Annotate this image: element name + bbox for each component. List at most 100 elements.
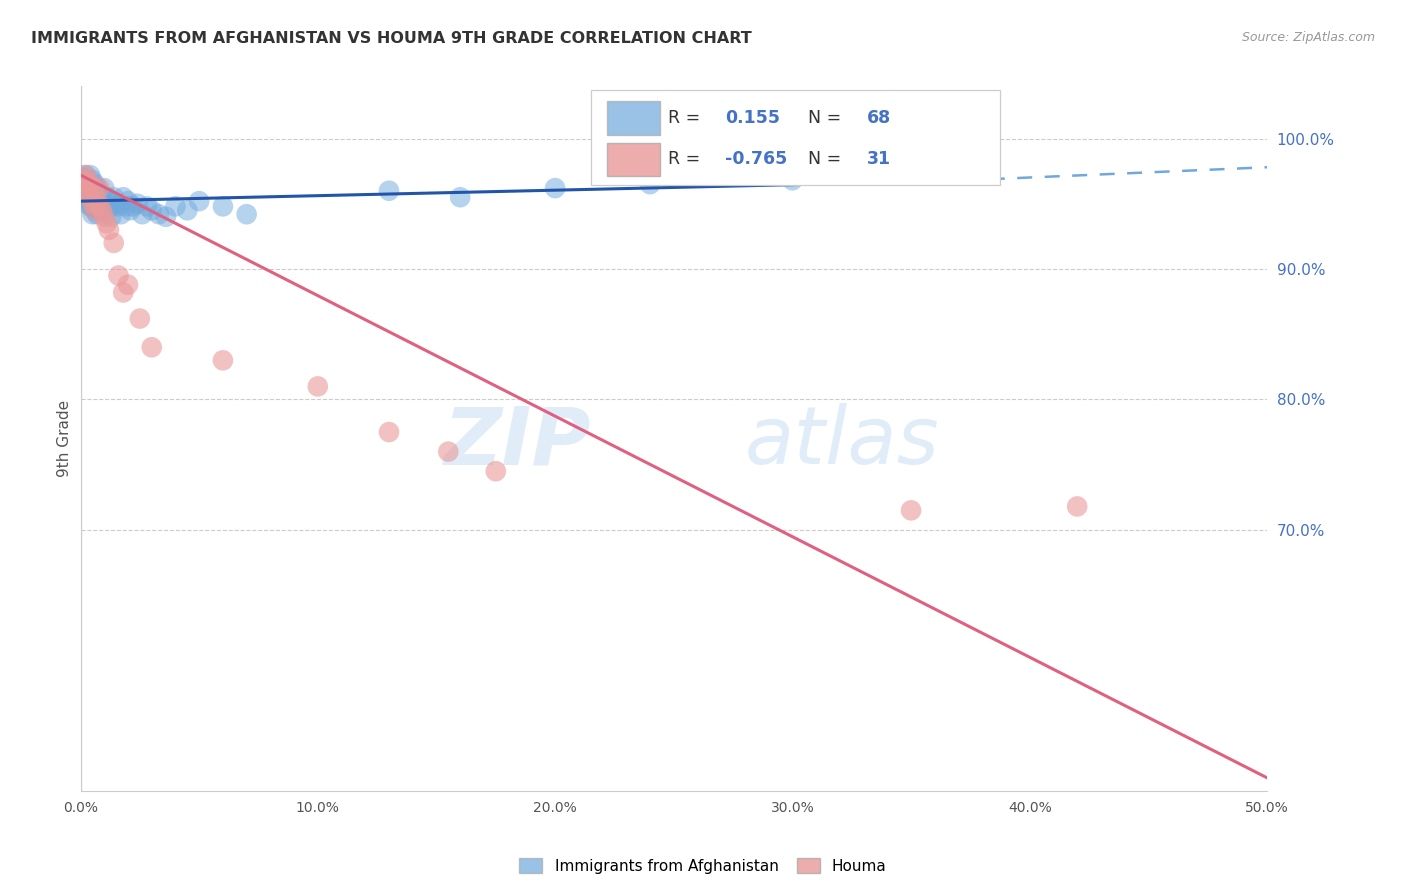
Text: N =: N = (808, 151, 846, 169)
Point (79, 186, 101, 201)
FancyBboxPatch shape (607, 143, 659, 177)
Point (112, 190, 135, 204)
Text: IMMIGRANTS FROM AFGHANISTAN VS HOUMA 9TH GRADE CORRELATION CHART: IMMIGRANTS FROM AFGHANISTAN VS HOUMA 9TH… (31, 31, 752, 46)
Text: 0.155: 0.155 (725, 109, 780, 127)
Point (449, 190, 471, 204)
Point (112, 285, 135, 300)
Point (98, 223, 121, 237)
Point (437, 444, 460, 458)
Point (89, 199, 111, 213)
Point (83, 194, 105, 209)
Point (82, 190, 104, 204)
Point (127, 196, 149, 211)
Point (110, 207, 132, 221)
Point (117, 277, 139, 292)
Point (75, 184, 97, 198)
Text: 68: 68 (868, 109, 891, 127)
Point (89, 194, 111, 209)
Point (136, 199, 159, 213)
Point (100, 199, 122, 213)
Text: 31: 31 (868, 151, 891, 169)
Point (93, 196, 115, 211)
Point (900, 503, 922, 517)
Point (121, 199, 143, 213)
Point (148, 207, 170, 221)
Point (89, 181, 111, 195)
Point (82, 173, 104, 187)
Point (105, 196, 128, 211)
Point (75, 173, 97, 187)
Point (76, 196, 98, 211)
Text: R =: R = (668, 109, 711, 127)
Point (79, 199, 101, 213)
Point (82, 196, 104, 211)
Point (141, 340, 163, 354)
Point (90, 199, 112, 213)
Point (76, 173, 98, 187)
Point (82, 181, 104, 195)
Text: -0.765: -0.765 (725, 151, 787, 169)
Legend: Immigrants from Afghanistan, Houma: Immigrants from Afghanistan, Houma (513, 852, 893, 880)
Text: R =: R = (668, 151, 711, 169)
Point (544, 181, 567, 195)
Point (188, 194, 211, 209)
Point (89, 186, 111, 201)
Point (76, 186, 98, 201)
Point (141, 203, 163, 218)
Text: ZIP: ZIP (443, 403, 591, 481)
Point (1066, 500, 1088, 514)
Point (76, 186, 98, 201)
Point (89, 203, 111, 218)
Point (107, 268, 129, 283)
Point (93, 210, 115, 224)
Point (103, 190, 125, 204)
Point (75, 168, 97, 182)
Point (96, 216, 118, 230)
Point (972, 164, 994, 178)
Point (90, 190, 112, 204)
Point (120, 203, 142, 218)
Point (96, 203, 118, 218)
Point (107, 199, 129, 213)
Point (76, 173, 98, 187)
Point (155, 210, 177, 224)
Point (72, 170, 94, 185)
Point (378, 184, 401, 198)
Point (79, 178, 101, 192)
Point (75, 168, 97, 182)
Point (485, 464, 508, 478)
Point (93, 181, 115, 195)
Point (114, 199, 136, 213)
Point (86, 207, 108, 221)
Point (103, 235, 125, 250)
Point (82, 207, 104, 221)
Point (117, 194, 139, 209)
Point (90, 203, 112, 218)
Point (82, 199, 104, 213)
Point (72, 178, 94, 192)
Point (82, 181, 104, 195)
Point (128, 311, 150, 326)
Point (83, 186, 105, 201)
Point (686, 160, 709, 174)
Text: N =: N = (808, 109, 846, 127)
Point (100, 210, 122, 224)
Point (98, 194, 121, 209)
Point (86, 194, 108, 209)
Point (72, 173, 94, 187)
Point (86, 190, 108, 204)
Point (75, 181, 97, 195)
Point (176, 203, 198, 218)
Point (83, 203, 105, 218)
FancyBboxPatch shape (607, 101, 659, 135)
Point (83, 186, 105, 201)
Point (79, 178, 101, 192)
Point (307, 379, 329, 393)
Point (131, 207, 153, 221)
Point (165, 199, 187, 213)
Point (83, 178, 105, 192)
Point (96, 190, 118, 204)
Point (212, 199, 235, 213)
FancyBboxPatch shape (591, 90, 1000, 185)
Point (79, 194, 101, 209)
